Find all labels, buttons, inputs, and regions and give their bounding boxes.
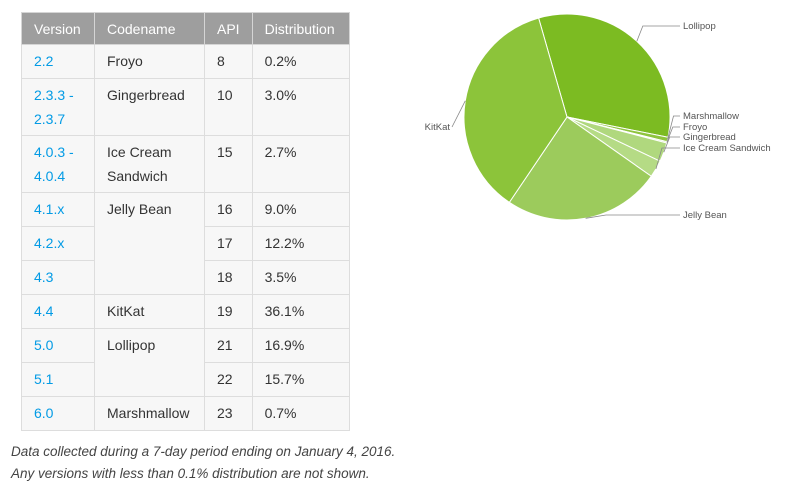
leader-line-kitkat (451, 100, 466, 128)
table-row: 5.1 22 15.7% (21, 362, 350, 397)
distribution-cell: 2.7% (251, 135, 350, 193)
footnotes: Data collected during a 7-day period end… (11, 441, 395, 485)
pie-label-marshmallow: Marshmallow (683, 111, 739, 122)
pie-label-lollipop: Lollipop (683, 21, 716, 32)
distribution-cell: 0.7% (251, 396, 350, 431)
pie-leader-lines (451, 25, 680, 219)
version-cell[interactable]: 4.3 (21, 260, 95, 295)
version-link[interactable]: 4.2.x (34, 235, 65, 251)
header-codename: Codename (94, 12, 205, 45)
version-link[interactable]: 4.3 (34, 269, 54, 285)
distribution-cell: 12.2% (251, 226, 350, 261)
table-row: 2.2 Froyo 8 0.2% (21, 44, 350, 79)
version-cell[interactable]: 5.1 (21, 362, 95, 397)
leader-line-froyo (666, 126, 680, 143)
table-row: 4.0.3 -4.0.4 Ice Cream Sandwich 15 2.7% (21, 135, 350, 193)
footnote-threshold: Any versions with less than 0.1% distrib… (11, 466, 370, 481)
version-cell[interactable]: 6.0 (21, 396, 95, 431)
codename-cell: Ice Cream Sandwich (94, 135, 205, 193)
pie-label-jelly-bean: Jelly Bean (683, 210, 727, 221)
pie-label-ice-cream-sandwich: Ice Cream Sandwich (683, 143, 771, 154)
leader-line-ice-cream-sandwich (655, 147, 680, 170)
api-cell: 15 (204, 135, 253, 193)
distribution-table: Version Codename API Distribution 2.2 Fr… (21, 12, 350, 431)
pie-slice-lollipop (537, 13, 671, 138)
table-row: 4.4 KitKat 19 36.1% (21, 294, 350, 329)
version-link[interactable]: 4.1.x (34, 201, 65, 217)
leader-line-lollipop (636, 25, 680, 42)
version-cell[interactable]: 2.2 (21, 44, 95, 79)
version-link[interactable]: 4.0.3 -4.0.4 (34, 144, 74, 184)
table-row: 6.0 Marshmallow 23 0.7% (21, 396, 350, 431)
distribution-cell: 15.7% (251, 362, 350, 397)
api-cell: 10 (204, 78, 253, 136)
version-cell[interactable]: 4.1.x (21, 192, 95, 227)
codename-cell: Lollipop (94, 328, 205, 397)
version-cell[interactable]: 4.0.3 -4.0.4 (21, 135, 95, 193)
leader-line-gingerbread (663, 136, 680, 153)
table-header-row: Version Codename API Distribution (21, 12, 350, 45)
leader-line-marshmallow (667, 115, 680, 140)
version-link[interactable]: 6.0 (34, 405, 54, 421)
table-row: 4.3 18 3.5% (21, 260, 350, 295)
footnote-collection-period: Data collected during a 7-day period end… (11, 444, 396, 459)
pie-label-froyo: Froyo (683, 122, 707, 133)
pie-slice-jelly-bean (508, 116, 652, 221)
api-cell: 21 (204, 328, 253, 363)
version-link[interactable]: 2.3.3 -2.3.7 (34, 87, 74, 127)
version-link[interactable]: 5.1 (34, 371, 54, 387)
pie-label-kitkat: KitKat (425, 122, 451, 133)
codename-cell: Marshmallow (94, 396, 205, 431)
version-link[interactable]: 5.0 (34, 337, 54, 353)
header-version: Version (21, 12, 95, 45)
version-cell[interactable]: 4.4 (21, 294, 95, 329)
api-cell: 18 (204, 260, 253, 295)
version-link[interactable]: 2.2 (34, 53, 54, 69)
leader-line-jelly-bean (585, 214, 680, 219)
codename-cell: Jelly Bean (94, 192, 205, 295)
api-cell: 8 (204, 44, 253, 79)
codename-cell: Froyo (94, 44, 205, 79)
version-link[interactable]: 4.4 (34, 303, 54, 319)
api-cell: 19 (204, 294, 253, 329)
codename-cell: Gingerbread (94, 78, 205, 136)
api-cell: 17 (204, 226, 253, 261)
distribution-cell: 9.0% (251, 192, 350, 227)
distribution-cell: 0.2% (251, 44, 350, 79)
table-row: 4.1.x Jelly Bean 16 9.0% (21, 192, 350, 295)
header-distribution: Distribution (251, 12, 350, 45)
pie-label-gingerbread: Gingerbread (683, 132, 736, 143)
pie-slices (463, 13, 671, 221)
api-cell: 23 (204, 396, 253, 431)
